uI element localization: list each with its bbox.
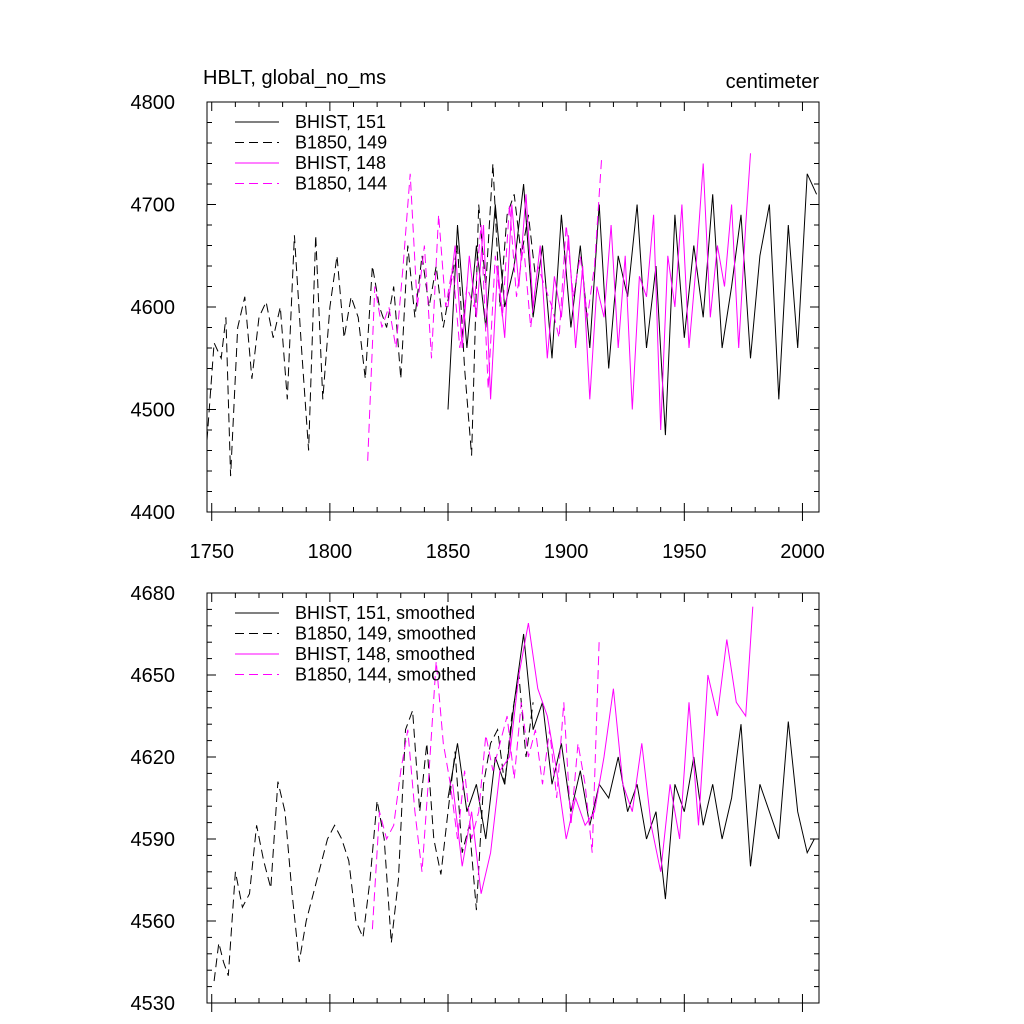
bottom-panel-ticks: 4530 4560 4590 4620 4650 4680 <box>131 583 819 1015</box>
legend-label-1: B1850, 149, smoothed <box>295 624 476 644</box>
y-tick-label: 4400 <box>131 502 176 524</box>
series-line-2 <box>447 153 751 431</box>
series-line-0 <box>447 173 818 436</box>
series-line-1 <box>206 163 536 477</box>
legend-label-0: BHIST, 151 <box>295 112 386 132</box>
y-tick-label: 4620 <box>131 747 176 769</box>
x-tick-label: 1800 <box>308 541 353 563</box>
x-tick-label: 1900 <box>544 541 589 563</box>
y-tick-label: 4680 <box>131 583 176 605</box>
legend-label-1: B1850, 149 <box>295 133 387 153</box>
bottom-panel: 4530 4560 4590 4620 4650 4680 BHIST, 151, smo… <box>131 583 820 1015</box>
top-panel: HBLT, global_no_ms centimeter 1750 1800 18… <box>131 67 825 563</box>
x-tick-label: 1750 <box>189 541 234 563</box>
top-panel-title-left: HBLT, global_no_ms <box>203 67 386 89</box>
y-tick-label: 4530 <box>131 993 176 1015</box>
bottom-panel-series-lines <box>213 606 815 982</box>
legend-label-2: BHIST, 148 <box>295 153 386 173</box>
legend-label-2: BHIST, 148, smoothed <box>295 644 475 664</box>
legend-label-3: B1850, 144 <box>295 174 387 194</box>
series-line-3 <box>371 639 600 930</box>
legend-label-3: B1850, 144, smoothed <box>295 665 476 685</box>
y-tick-label: 4500 <box>131 400 176 422</box>
series-line-1 <box>213 674 534 982</box>
top-panel-series-lines <box>206 153 818 477</box>
x-tick-label: 1950 <box>662 541 707 563</box>
legend-label-0: BHIST, 151, smoothed <box>295 603 475 623</box>
y-tick-label: 4560 <box>131 911 176 933</box>
top-panel-title-right: centimeter <box>726 71 820 93</box>
top-panel-ticks: 1750 1800 1850 1900 1950 2000 4400 4500 4600 4700… <box>131 92 825 563</box>
series-line-2 <box>452 606 754 894</box>
y-tick-label: 4650 <box>131 665 176 687</box>
y-tick-label: 4590 <box>131 829 176 851</box>
x-tick-label: 2000 <box>780 541 825 563</box>
y-tick-label: 4800 <box>131 92 176 114</box>
bottom-panel-frame <box>206 592 820 1004</box>
y-tick-label: 4700 <box>131 195 176 217</box>
x-tick-label: 1850 <box>426 541 471 563</box>
y-tick-label: 4600 <box>131 297 176 319</box>
series-line-3 <box>367 158 603 461</box>
